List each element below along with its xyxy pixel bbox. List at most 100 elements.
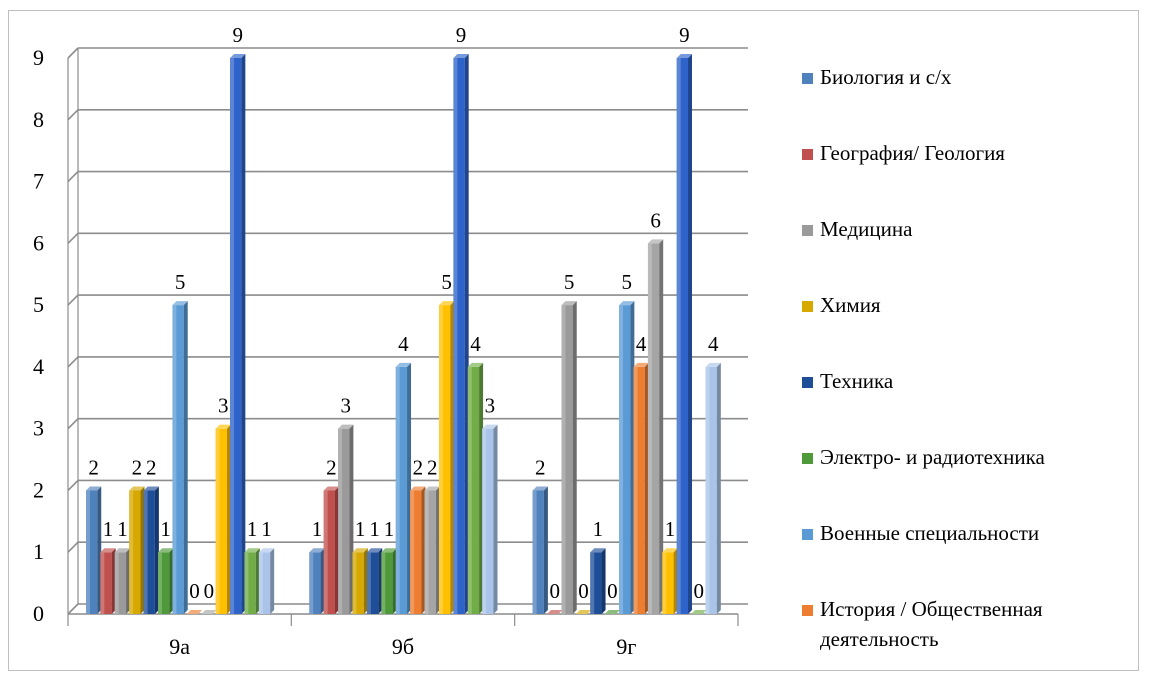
y-tick-label: 8 <box>33 107 44 132</box>
bar-front <box>352 552 364 614</box>
bar-top <box>482 424 498 429</box>
bar-front <box>395 366 408 614</box>
bar-top <box>129 486 145 491</box>
bar-highlight <box>215 428 220 614</box>
bar <box>309 548 325 614</box>
legend-label: Биология и с/х <box>820 65 952 89</box>
bar-top <box>604 610 620 614</box>
data-label: 1 <box>160 517 171 541</box>
bar-side <box>270 548 275 614</box>
bar <box>410 486 426 614</box>
bar <box>482 424 498 614</box>
bar-highlight <box>100 552 105 614</box>
bar-side <box>154 486 159 614</box>
data-label: 6 <box>650 208 661 232</box>
bar-top <box>467 362 484 367</box>
bar <box>467 362 484 614</box>
bar-highlight <box>244 552 249 614</box>
y-tick-label: 3 <box>33 416 44 441</box>
bar-front <box>482 428 494 614</box>
x-tick-label: 9б <box>392 634 414 659</box>
bar-top <box>590 548 606 553</box>
legend-label: Военные специальности <box>820 521 1039 545</box>
bar-side <box>169 548 174 614</box>
bar-front <box>633 366 645 614</box>
bar-front <box>532 490 544 614</box>
bar-highlight <box>258 552 263 614</box>
bar-front <box>86 490 98 614</box>
bar-highlight <box>439 305 443 614</box>
bar-front <box>590 552 602 614</box>
bar-side <box>479 362 484 614</box>
data-label: 2 <box>88 455 99 479</box>
bar <box>158 548 174 614</box>
bar-highlight <box>230 58 235 614</box>
legend-label: Электро- и радиотехника <box>820 445 1046 469</box>
bar <box>86 486 102 614</box>
bar-front <box>129 490 141 614</box>
data-label: 2 <box>132 455 143 479</box>
data-label: 2 <box>413 455 424 479</box>
legend-swatch <box>802 73 813 84</box>
bar-side <box>140 486 145 614</box>
bar-front <box>424 490 436 614</box>
bar-side <box>126 548 131 614</box>
bar-side <box>226 424 231 614</box>
data-label: 9 <box>232 23 243 47</box>
bar-side <box>111 548 116 614</box>
bar-top <box>381 548 397 553</box>
bar <box>143 486 159 614</box>
bar-front <box>453 58 465 614</box>
chart-frame <box>8 10 1139 671</box>
gridline-depth <box>67 603 79 615</box>
bar-top <box>439 301 455 306</box>
bar-side <box>435 486 440 614</box>
bar-top <box>309 548 325 553</box>
data-label: 9 <box>456 23 467 47</box>
data-label: 2 <box>146 455 157 479</box>
legend-label: История / Общественная <box>820 597 1043 621</box>
bar-highlight <box>366 552 371 614</box>
bar-front <box>323 490 335 614</box>
bar-side <box>543 486 548 614</box>
data-label: 1 <box>312 517 323 541</box>
legend-swatch <box>802 377 813 388</box>
bar <box>691 610 707 614</box>
bar-top <box>532 486 548 491</box>
data-label: 0 <box>549 579 560 603</box>
bar-top <box>691 610 707 614</box>
legend-label: Техника <box>820 369 894 393</box>
bar-front <box>100 552 112 614</box>
bar-highlight <box>676 58 681 614</box>
bar-front <box>114 552 127 614</box>
bar <box>453 54 469 614</box>
bar-front <box>309 552 321 614</box>
bar-top <box>575 610 592 614</box>
legend-label: География/ Геология <box>820 141 1005 165</box>
bar-highlight <box>172 305 177 614</box>
bar <box>244 548 260 614</box>
bar-side <box>673 548 678 614</box>
y-tick-label: 5 <box>33 292 44 317</box>
bar-top <box>662 548 678 553</box>
bar-highlight <box>619 305 624 614</box>
x-tick-label: 9г <box>616 634 636 659</box>
data-label: 0 <box>694 579 705 603</box>
bar-front <box>215 428 227 614</box>
bar-highlight <box>561 305 566 614</box>
legend-label: Медицина <box>820 217 913 241</box>
gridline-depth <box>67 109 79 121</box>
bar-highlight <box>86 490 90 614</box>
bar-front <box>467 366 480 614</box>
bar-top <box>547 610 563 614</box>
bar-top <box>561 301 577 306</box>
bar-front <box>258 552 271 614</box>
bar-highlight <box>323 490 328 614</box>
bar-side <box>716 362 721 614</box>
bar <box>575 610 592 614</box>
bar-highlight <box>647 243 652 615</box>
bar-front <box>158 552 170 614</box>
bar-top <box>244 548 260 553</box>
bar-top <box>100 548 116 553</box>
